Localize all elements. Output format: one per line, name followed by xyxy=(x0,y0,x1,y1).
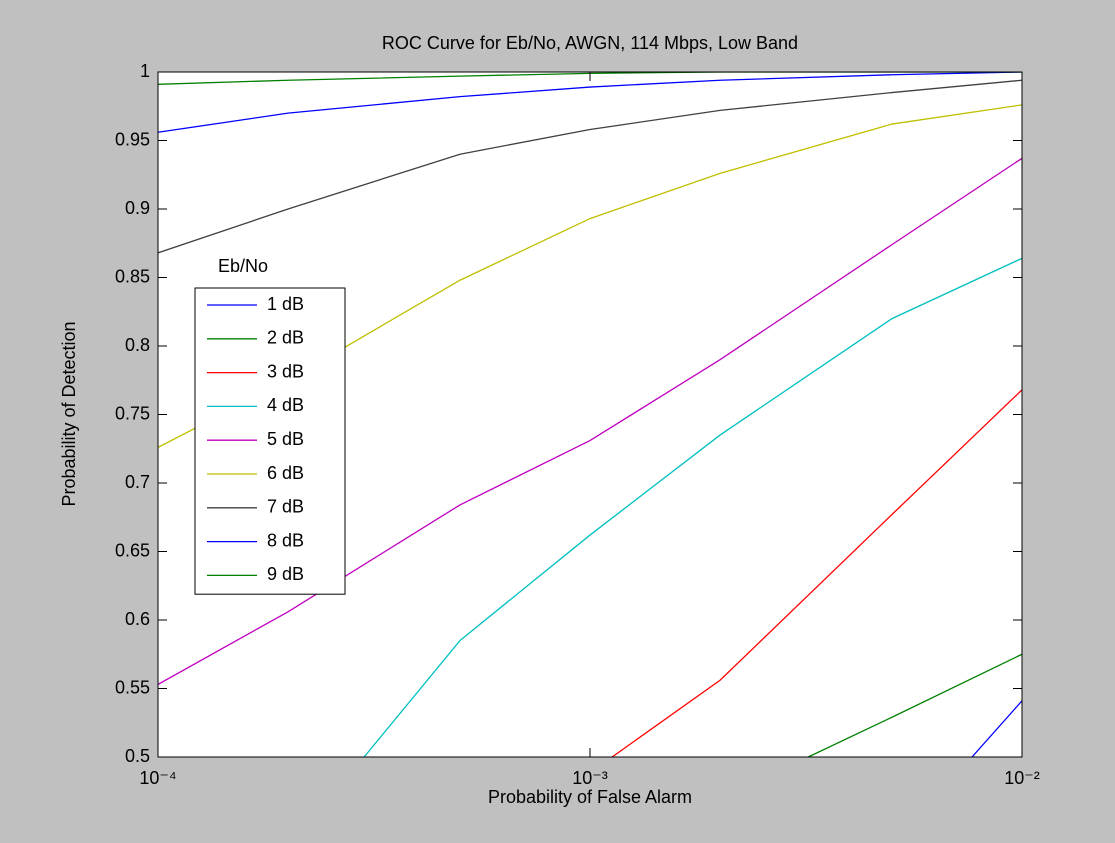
legend-label: 7 dB xyxy=(267,497,304,517)
y-tick-label: 0.65 xyxy=(115,540,150,560)
y-tick-label: 1 xyxy=(140,61,150,81)
legend-label: 4 dB xyxy=(267,395,304,415)
legend-label: 6 dB xyxy=(267,463,304,483)
legend-label: 1 dB xyxy=(267,294,304,314)
y-axis-label: Probability of Detection xyxy=(59,321,79,506)
series-line xyxy=(158,72,1022,85)
x-tick-label: 10⁻³ xyxy=(572,768,608,788)
legend-title: Eb/No xyxy=(218,256,268,276)
y-tick-label: 0.6 xyxy=(125,609,150,629)
y-tick-label: 0.95 xyxy=(115,129,150,149)
legend-label: 5 dB xyxy=(267,429,304,449)
y-tick-label: 0.9 xyxy=(125,198,150,218)
series-line xyxy=(807,653,1022,757)
legend-label: 9 dB xyxy=(267,564,304,584)
series-line xyxy=(158,157,1022,685)
series-line xyxy=(971,700,1022,757)
y-tick-label: 0.5 xyxy=(125,746,150,766)
legend-label: 8 dB xyxy=(267,530,304,550)
series-line xyxy=(611,389,1022,757)
y-tick-label: 0.7 xyxy=(125,472,150,492)
x-tick-label: 10⁻⁴ xyxy=(139,768,176,788)
series-line xyxy=(363,257,1022,757)
legend-label: 2 dB xyxy=(267,328,304,348)
y-tick-label: 0.75 xyxy=(115,403,150,423)
series-line xyxy=(158,79,1022,254)
legend-label: 3 dB xyxy=(267,361,304,381)
x-tick-label: 10⁻² xyxy=(1004,768,1040,788)
series-line xyxy=(158,72,1022,133)
x-axis-label: Probability of False Alarm xyxy=(488,787,692,807)
y-tick-label: 0.55 xyxy=(115,677,150,697)
chart-title: ROC Curve for Eb/No, AWGN, 114 Mbps, Low… xyxy=(382,33,798,53)
y-tick-label: 0.85 xyxy=(115,266,150,286)
lines xyxy=(158,72,1022,757)
y-tick-label: 0.8 xyxy=(125,335,150,355)
